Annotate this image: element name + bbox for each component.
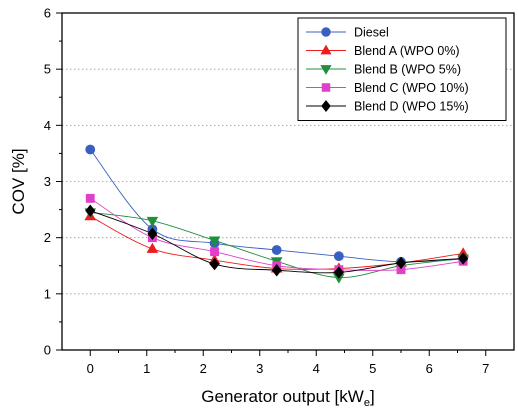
x-tick-label: 7 <box>482 361 489 376</box>
axis-ticks: 0 1 2 3 4 5 6 7 0 1 2 3 4 5 6 <box>44 6 490 377</box>
x-tick-label: 0 <box>87 361 94 376</box>
legend-item: Blend C (WPO 10%) <box>306 81 469 95</box>
legend-label: Blend B (WPO 5%) <box>354 63 461 77</box>
legend-marker <box>321 83 331 92</box>
data-point <box>333 266 344 279</box>
data-point <box>147 227 158 240</box>
data-point <box>208 236 221 247</box>
data-point <box>85 144 96 155</box>
y-tick-label: 0 <box>44 343 51 358</box>
x-axis-title: Generator output [kWe] <box>201 387 374 409</box>
x-tick-label: 1 <box>143 361 150 376</box>
x-tick-label: 4 <box>313 361 320 376</box>
data-point <box>85 193 95 203</box>
legend-item: Blend D (WPO 15%) <box>306 100 469 114</box>
y-tick-label: 2 <box>44 230 51 245</box>
data-point <box>271 264 282 277</box>
y-tick-label: 5 <box>44 62 51 77</box>
y-tick-label: 4 <box>44 118 51 133</box>
x-tick-label: 5 <box>369 361 376 376</box>
legend-label: Diesel <box>354 26 389 40</box>
series-1 <box>85 144 469 267</box>
data-point <box>458 252 469 265</box>
y-axis-title: COV [%] <box>9 148 28 214</box>
legend-item: Blend B (WPO 5%) <box>306 63 461 77</box>
x-tick-label: 3 <box>256 361 263 376</box>
legend-label: Blend A (WPO 0%) <box>354 44 460 58</box>
y-tick-label: 6 <box>44 6 51 21</box>
legend: Diesel Blend A (WPO 0%) Blend B (WPO 5%) Bl… <box>297 17 507 121</box>
x-tick-label: 2 <box>200 361 207 376</box>
legend-marker <box>321 100 331 112</box>
legend-marker <box>320 65 332 75</box>
y-tick-label: 1 <box>44 286 51 301</box>
legend-item: Diesel <box>306 26 389 40</box>
series-5 <box>85 204 469 279</box>
data-point <box>209 257 220 271</box>
x-tick-label: 6 <box>426 361 433 376</box>
data-point <box>210 247 219 257</box>
y-tick-label: 3 <box>44 174 51 189</box>
legend-marker <box>320 44 332 55</box>
data-point <box>146 216 159 227</box>
data-point <box>333 251 344 262</box>
series-line <box>89 149 464 263</box>
data-point <box>396 256 406 270</box>
legend-label: Blend D (WPO 15%) <box>354 100 469 114</box>
legend-marker <box>321 27 331 37</box>
legend-item: Blend A (WPO 0%) <box>306 44 460 58</box>
series-layer <box>84 144 469 284</box>
data-point <box>85 204 96 217</box>
data-point <box>271 245 282 255</box>
data-point <box>146 242 159 253</box>
legend-label: Blend C (WPO 10%) <box>354 81 469 95</box>
